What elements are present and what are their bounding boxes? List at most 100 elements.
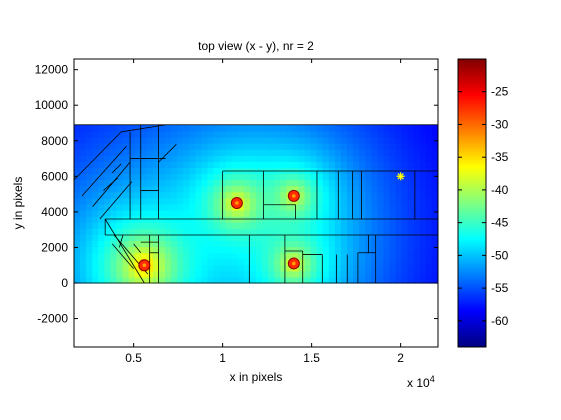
heat-cell xyxy=(231,276,239,284)
heat-cell xyxy=(152,124,160,132)
heat-cell xyxy=(213,173,221,181)
heat-cell xyxy=(177,149,184,156)
heat-cell xyxy=(152,173,160,181)
heat-cell xyxy=(219,252,227,260)
heat-cell xyxy=(110,222,118,229)
heat-cell xyxy=(274,191,281,199)
heat-cell xyxy=(92,222,99,229)
heat-cell xyxy=(183,264,190,272)
heat-cell xyxy=(407,258,415,266)
heat-cell xyxy=(298,191,306,199)
heat-cell xyxy=(256,179,263,187)
heat-cell xyxy=(419,234,427,242)
heat-cell xyxy=(195,136,202,144)
heat-cell xyxy=(359,149,366,156)
heat-cell xyxy=(304,264,312,272)
heat-cell xyxy=(146,124,154,132)
heat-cell xyxy=(353,270,360,278)
heat-cell xyxy=(165,203,172,211)
heat-cell xyxy=(407,252,415,260)
heat-cell xyxy=(304,191,312,199)
heat-cell xyxy=(395,228,403,235)
heat-cell xyxy=(334,276,342,284)
heat-cell xyxy=(371,240,378,248)
heat-cell xyxy=(262,161,269,168)
heat-cell xyxy=(274,270,281,278)
heat-cell xyxy=(407,136,415,144)
heat-cell xyxy=(365,191,372,199)
heat-cell xyxy=(116,167,124,175)
heat-cell xyxy=(171,228,178,235)
heat-cell xyxy=(171,185,178,193)
heat-cell xyxy=(74,155,81,162)
heat-cell xyxy=(280,143,287,150)
heat-cell xyxy=(243,191,251,199)
heat-cell xyxy=(146,136,154,144)
heat-cell xyxy=(243,185,251,193)
heat-cell xyxy=(249,143,257,150)
heat-cell xyxy=(98,197,105,205)
heat-cell xyxy=(165,124,172,132)
heat-cell xyxy=(219,270,227,278)
heat-cell xyxy=(256,216,263,223)
heat-cell xyxy=(371,228,378,235)
heat-cell xyxy=(171,246,178,254)
heat-cell xyxy=(128,130,136,138)
heat-cell xyxy=(128,228,136,235)
heat-cell xyxy=(365,209,372,217)
heat-cell xyxy=(225,270,233,278)
heat-cell xyxy=(225,264,233,272)
heat-cell xyxy=(171,252,178,260)
heat-cell xyxy=(146,173,154,181)
heat-cell xyxy=(140,185,148,193)
heat-cell xyxy=(140,136,148,144)
heat-cell xyxy=(353,124,360,132)
heat-cell xyxy=(256,258,263,266)
access-point-marker xyxy=(138,259,151,272)
heat-cell xyxy=(365,203,372,211)
heat-cell xyxy=(359,228,366,235)
heat-cell xyxy=(140,270,148,278)
heat-cell xyxy=(298,136,306,144)
heat-cell xyxy=(395,264,403,272)
heat-cell xyxy=(383,203,391,211)
heat-cell xyxy=(183,216,190,223)
heat-cell xyxy=(207,258,215,266)
heat-cell xyxy=(195,258,202,266)
heat-cell xyxy=(146,246,154,254)
heat-cell xyxy=(201,185,209,193)
heat-cell xyxy=(207,270,215,278)
heat-cell xyxy=(201,173,209,181)
heat-cell xyxy=(237,209,245,217)
heat-cell xyxy=(340,246,348,254)
heat-cell xyxy=(401,222,409,229)
y-tick-label: 12000 xyxy=(35,63,69,77)
heat-cell xyxy=(262,191,269,199)
wall-segment xyxy=(104,218,145,284)
heat-cell xyxy=(86,258,93,266)
heat-cell xyxy=(98,216,105,223)
heat-cell xyxy=(274,203,281,211)
x-axis-label: x in pixels xyxy=(230,370,283,384)
heat-cell xyxy=(274,143,281,150)
heat-cell xyxy=(359,173,366,181)
heat-cell xyxy=(122,124,130,132)
heat-cell xyxy=(322,185,330,193)
heat-cell xyxy=(262,203,269,211)
heat-cell xyxy=(225,216,233,223)
colorbar-tick-label: -45 xyxy=(491,216,509,230)
heat-cell xyxy=(134,228,142,235)
heat-cell xyxy=(334,136,342,144)
heat-cell xyxy=(340,252,348,260)
heat-cell xyxy=(80,209,87,217)
heat-cell xyxy=(140,276,148,284)
heat-cell xyxy=(407,173,415,181)
heat-cell xyxy=(286,185,293,193)
heat-cell xyxy=(340,161,348,168)
heat-cell xyxy=(262,258,269,266)
heat-cell xyxy=(262,234,269,242)
heat-cell xyxy=(413,203,421,211)
heat-cell xyxy=(371,191,378,199)
heat-cell xyxy=(304,185,312,193)
heat-cell xyxy=(213,252,221,260)
